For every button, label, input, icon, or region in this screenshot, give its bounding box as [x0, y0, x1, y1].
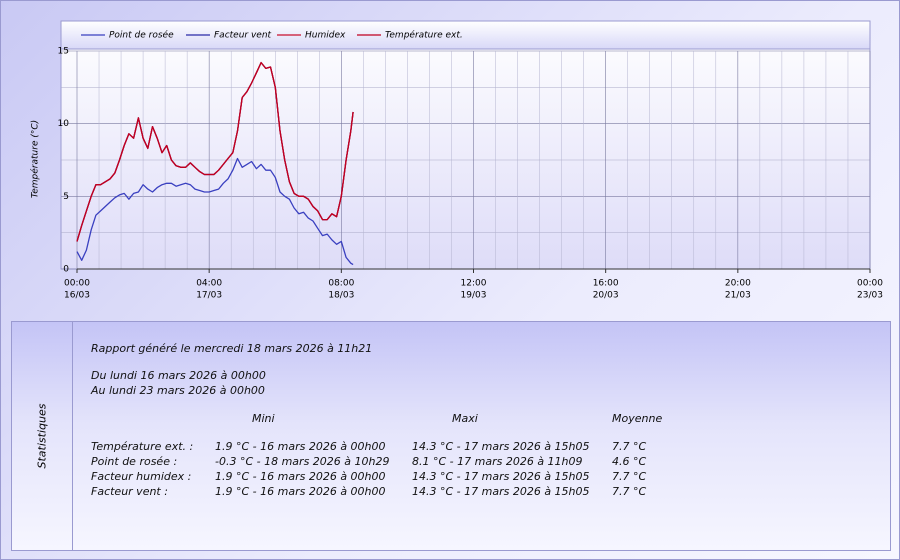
report-text: Rapport généré le mercredi 18 mars 2026 …: [91, 342, 373, 355]
y-tick-label: 10: [58, 119, 70, 129]
column-header: Mini: [252, 412, 275, 425]
stats-cell: 7.7 °C: [612, 440, 647, 453]
legend-box: [60, 20, 871, 50]
legend-label: Facteur vent: [214, 31, 272, 41]
x-tick-label: 21/03: [725, 291, 751, 301]
x-tick-label: 12:00: [461, 279, 487, 289]
column-header: Maxi: [452, 412, 478, 425]
stats-side-label: Statistiques: [35, 403, 49, 469]
stats-cell: 1.9 °C - 16 mars 2026 à 00h00: [215, 485, 386, 498]
x-tick-label: 00:00: [64, 279, 90, 289]
stats-cell: 1.9 °C - 16 mars 2026 à 00h00: [215, 470, 386, 483]
stats-cell: Facteur vent :: [91, 485, 168, 498]
stats-cell: 14.3 °C - 17 mars 2026 à 15h05: [412, 485, 590, 498]
stats-cell: Point de rosée :: [91, 455, 178, 468]
stats-cell: Facteur humidex :: [91, 470, 192, 483]
stats-cell: 7.7 °C: [612, 470, 647, 483]
period-to: Au lundi 23 mars 2026 à 00h00: [91, 384, 265, 397]
stats-panel: Statistiques Rapport généré le mercredi …: [11, 321, 891, 551]
chart: Température (°C) 0 5 10 15 00:00 16/03 04:00 17…: [30, 20, 883, 301]
y-axis-label: Température (°C): [30, 120, 41, 198]
stats-cell: 14.3 °C - 17 mars 2026 à 15h05: [412, 440, 590, 453]
x-tick-label: 17/03: [196, 291, 222, 301]
stats-cell: 4.6 °C: [612, 455, 647, 468]
stats-cell: Température ext. :: [91, 440, 194, 453]
y-tick-label: 0: [63, 265, 69, 275]
x-tick-label: 19/03: [461, 291, 487, 301]
stats-side: Statistiques: [12, 322, 73, 550]
stats-cell: 8.1 °C - 17 mars 2026 à 11h09: [412, 455, 583, 468]
x-tick-label: 20/03: [593, 291, 619, 301]
y-tick-label: 5: [63, 192, 69, 202]
x-tick-label: 18/03: [328, 291, 354, 301]
x-tick-label: 20:00: [725, 279, 751, 289]
x-tick-label: 00:00: [857, 279, 883, 289]
x-tick-label: 23/03: [857, 291, 883, 301]
plot-area: [60, 20, 871, 270]
stats-cell: -0.3 °C - 18 mars 2026 à 10h29: [215, 455, 390, 468]
column-header: Moyenne: [612, 412, 663, 425]
series-line: [76, 61, 354, 242]
stats-cell: 7.7 °C: [612, 485, 647, 498]
stats-cell: 14.3 °C - 17 mars 2026 à 15h05: [412, 470, 590, 483]
y-tick-label: 15: [58, 47, 69, 57]
legend-label: Température ext.: [385, 30, 463, 41]
series-line: [76, 157, 354, 266]
legend-label: Point de rosée: [109, 30, 174, 41]
x-tick-label: 16/03: [64, 291, 90, 301]
x-tick-label: 08:00: [328, 279, 354, 289]
x-tick-label: 16:00: [593, 279, 619, 289]
legend-label: Humidex: [305, 31, 346, 41]
stats-cell: 1.9 °C - 16 mars 2026 à 00h00: [215, 440, 386, 453]
x-tick-label: 04:00: [196, 279, 222, 289]
period-from: Du lundi 16 mars 2026 à 00h00: [91, 369, 266, 382]
